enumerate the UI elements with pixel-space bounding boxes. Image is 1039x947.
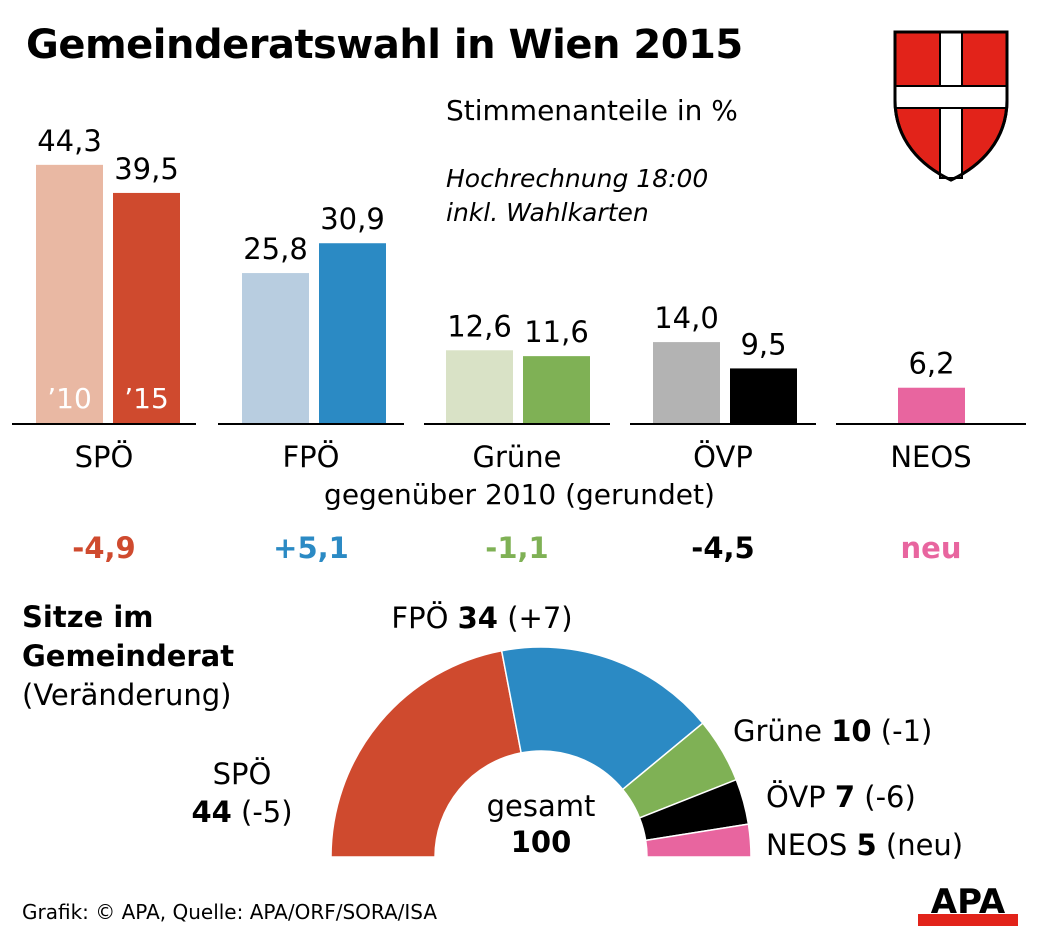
category-label-neos: NEOS [890, 440, 971, 474]
bar-spo-2010 [36, 164, 103, 424]
change-value-fpo: +5,1 [273, 531, 349, 565]
vote-share-bars: 44,3 39,5 ’10 ’15 SPÖ -4,9 25,8 30,9 FPÖ +5,1 12,6… [12, 124, 1026, 565]
seat-change-neos: (neu) [877, 828, 963, 862]
bar-grune-2010 [446, 350, 513, 424]
bar-grune-2015 [523, 356, 590, 424]
bar-neos-2015 [898, 387, 965, 424]
vienna-coat-of-arms-icon [893, 30, 1009, 182]
seat-change-grune: (-1) [872, 714, 933, 748]
bar-ovp-2015 [730, 368, 797, 424]
chart-subtitle: Stimmenanteile in % [446, 94, 738, 127]
seat-count-fpo: 34 [458, 601, 498, 635]
apa-logo-text: APA [931, 882, 1006, 922]
value-label-fpo-2010: 25,8 [243, 232, 308, 266]
value-label-ovp-2015: 9,5 [740, 327, 786, 361]
category-label-ovp: ÖVP [693, 440, 753, 474]
series-label-2015: ’15 [124, 382, 169, 415]
seats-title-line-2: Gemeinderat [22, 639, 235, 673]
value-label-fpo-2015: 30,9 [320, 202, 385, 236]
seats-total-value: 100 [511, 825, 572, 859]
seat-count-grune: 10 [831, 714, 871, 748]
value-label-neos-2015: 6,2 [908, 347, 954, 381]
seat-party-ovp: ÖVP [766, 780, 835, 814]
category-label-spo: SPÖ [75, 440, 134, 474]
bar-fpo-2015 [319, 243, 386, 424]
seat-count-ovp: 7 [835, 780, 855, 814]
seat-party-grune: Grüne [733, 714, 831, 748]
seat-count-spo: 44 [191, 795, 231, 829]
value-label-spo-2010: 44,3 [37, 124, 102, 158]
seat-party-neos: NEOS [766, 828, 856, 862]
seat-label-ovp: ÖVP 7 (-6) [766, 780, 916, 814]
note-line-2: inkl. Wahlkarten [446, 198, 649, 227]
seat-party-fpo: FPÖ [391, 601, 457, 635]
value-label-ovp-2010: 14,0 [654, 301, 719, 335]
bar-ovp-2010 [653, 342, 720, 424]
apa-logo: APA [918, 882, 1018, 926]
chart-title: Gemeinderatswahl in Wien 2015 [26, 22, 743, 68]
seats-title-line-1: Sitze im [22, 600, 154, 634]
seat-label-neos: NEOS 5 (neu) [766, 828, 963, 862]
seat-segment-neos [644, 823, 752, 858]
change-value-spo: -4,9 [72, 531, 135, 565]
seat-count-neos: 5 [856, 828, 876, 862]
seats-title-line-3: (Veränderung) [22, 678, 232, 712]
seat-label-spo: 44 (-5) [191, 795, 292, 829]
note-line-1: Hochrechnung 18:00 [446, 164, 709, 193]
series-label-2010: ’10 [47, 382, 92, 415]
projection-note: Hochrechnung 18:00 inkl. Wahlkarten [446, 162, 708, 230]
change-value-ovp: -4,5 [691, 531, 754, 565]
seats-total-label: gesamt [487, 789, 596, 823]
seat-segment-spo [330, 649, 523, 858]
change-value-neos: neu [901, 531, 962, 565]
seat-party-spo: SPÖ [213, 757, 272, 791]
seat-change-spo: (-5) [232, 795, 293, 829]
seat-change-fpo: (+7) [498, 601, 573, 635]
value-label-grune-2010: 12,6 [447, 309, 512, 343]
bar-spo-2015 [113, 192, 180, 424]
seat-label-fpo: FPÖ 34 (+7) [391, 601, 572, 635]
seat-change-ovp: (-6) [855, 780, 916, 814]
change-header: gegenüber 2010 (gerundet) [324, 478, 715, 511]
seat-segment-fpo [500, 646, 704, 791]
seat-label-grune: Grüne 10 (-1) [733, 714, 932, 748]
value-label-grune-2015: 11,6 [524, 315, 589, 349]
seats-title: Sitze im Gemeinderat (Veränderung) [22, 598, 234, 715]
change-value-grune: -1,1 [485, 531, 548, 565]
source-credit: Grafik: © APA, Quelle: APA/ORF/SORA/ISA [22, 900, 438, 924]
category-label-grune: Grüne [473, 440, 562, 474]
bar-fpo-2010 [242, 273, 309, 424]
category-label-fpo: FPÖ [283, 440, 340, 474]
value-label-spo-2015: 39,5 [114, 152, 179, 186]
